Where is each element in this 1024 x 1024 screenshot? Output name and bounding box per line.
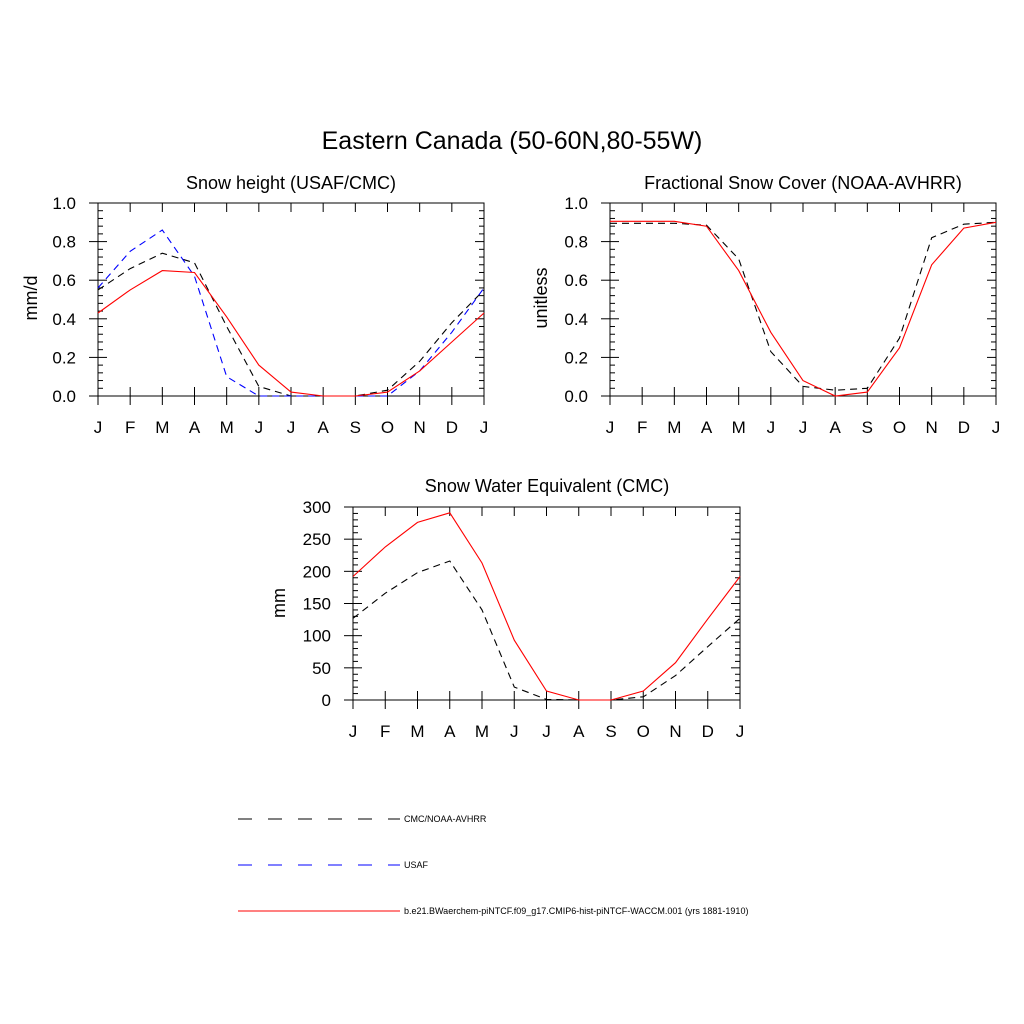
x-tick-label: D (702, 722, 714, 741)
x-tick-label: J (287, 418, 296, 437)
figure-title: Eastern Canada (50-60N,80-55W) (322, 127, 703, 155)
x-tick-label: A (189, 418, 201, 437)
x-tick-label: M (475, 722, 489, 741)
panel-fractional-snow-cover: Fractional Snow Cover (NOAA-AVHRR) unitl… (531, 173, 1000, 437)
series-line-2 (97, 270, 485, 397)
plot-frame (609, 202, 997, 397)
y-tick-label: 300 (303, 498, 331, 517)
x-tick-label: A (444, 722, 456, 741)
y-tick-label: 0.4 (564, 310, 588, 329)
x-tick-label: O (637, 722, 650, 741)
x-tick-label: A (573, 722, 585, 741)
series-line-1 (610, 220, 997, 397)
x-tick-label: F (125, 418, 135, 437)
x-tick-label: N (926, 418, 938, 437)
y-tick-label: 50 (312, 659, 331, 678)
x-tick-label: D (958, 418, 970, 437)
x-tick-label: O (381, 418, 394, 437)
y-tick-label: 0.2 (564, 348, 588, 367)
x-tick-label: A (701, 418, 713, 437)
y-tick-label: 0.6 (52, 271, 76, 290)
x-tick-label: J (736, 722, 745, 741)
x-tick-label: O (893, 418, 906, 437)
x-tick-label: M (155, 418, 169, 437)
panel-snow-height: Snow height (USAF/CMC) mm/d 0.0 0.2 0.4 0.6… (21, 173, 488, 437)
plot-frame (97, 202, 485, 397)
y-tick-label: 200 (303, 562, 331, 581)
x-tick-label: M (732, 418, 746, 437)
x-tick-label: D (446, 418, 458, 437)
y-tick-label: 0 (322, 691, 331, 710)
y-axis-label: mm (269, 588, 289, 618)
x-tick-label: J (799, 418, 808, 437)
x-tick-label: S (862, 418, 873, 437)
series-line-1 (97, 229, 485, 397)
legend-label-usaf: USAF (404, 860, 429, 870)
x-tick-label: S (350, 418, 361, 437)
y-tick-label: 0.8 (564, 233, 588, 252)
x-tick-label: A (829, 418, 841, 437)
panel-title: Snow height (USAF/CMC) (186, 173, 396, 193)
x-tick-label: J (510, 722, 519, 741)
x-tick-label: M (220, 418, 234, 437)
legend-label-cmc: CMC/NOAA-AVHRR (404, 814, 487, 824)
x-tick-label: S (605, 722, 616, 741)
y-tick-label: 0.6 (564, 271, 588, 290)
series-line-1 (352, 512, 741, 701)
panel-title: Fractional Snow Cover (NOAA-AVHRR) (644, 173, 962, 193)
x-tick-label: J (992, 418, 1001, 437)
x-tick-label: J (480, 418, 489, 437)
x-tick-label: J (349, 722, 358, 741)
x-tick-label: J (767, 418, 776, 437)
x-tick-label: N (669, 722, 681, 741)
x-tick-label: M (667, 418, 681, 437)
y-tick-label: 100 (303, 627, 331, 646)
x-tick-label: A (317, 418, 329, 437)
y-axis-label: mm/d (21, 276, 41, 321)
y-tick-label: 1.0 (564, 194, 588, 213)
x-tick-label: J (542, 722, 551, 741)
y-tick-label: 0.0 (52, 387, 76, 406)
x-tick-label: F (637, 418, 647, 437)
panel-title: Snow Water Equivalent (CMC) (425, 476, 669, 496)
series-line-0 (352, 560, 741, 701)
x-tick-label: N (414, 418, 426, 437)
y-tick-label: 150 (303, 595, 331, 614)
legend: CMC/NOAA-AVHRR USAF b.e21.BWaerchem-piNT… (238, 814, 748, 916)
y-tick-label: 0.8 (52, 233, 76, 252)
plot-frame (352, 506, 741, 701)
y-tick-label: 1.0 (52, 194, 76, 213)
panel-snow-water-equivalent: Snow Water Equivalent (CMC) mm 0 50 100 150… (269, 476, 744, 741)
x-tick-label: F (380, 722, 390, 741)
x-tick-label: M (410, 722, 424, 741)
x-tick-label: J (255, 418, 264, 437)
y-axis-label: unitless (531, 267, 551, 328)
legend-label-model: b.e21.BWaerchem-piNTCF.f09_g17.CMIP6-his… (404, 906, 748, 916)
y-tick-label: 0.2 (52, 348, 76, 367)
x-tick-label: J (606, 418, 615, 437)
y-tick-label: 0.0 (564, 387, 588, 406)
series-line-0 (610, 221, 997, 391)
y-tick-label: 0.4 (52, 310, 76, 329)
x-tick-label: J (94, 418, 103, 437)
y-tick-label: 250 (303, 530, 331, 549)
